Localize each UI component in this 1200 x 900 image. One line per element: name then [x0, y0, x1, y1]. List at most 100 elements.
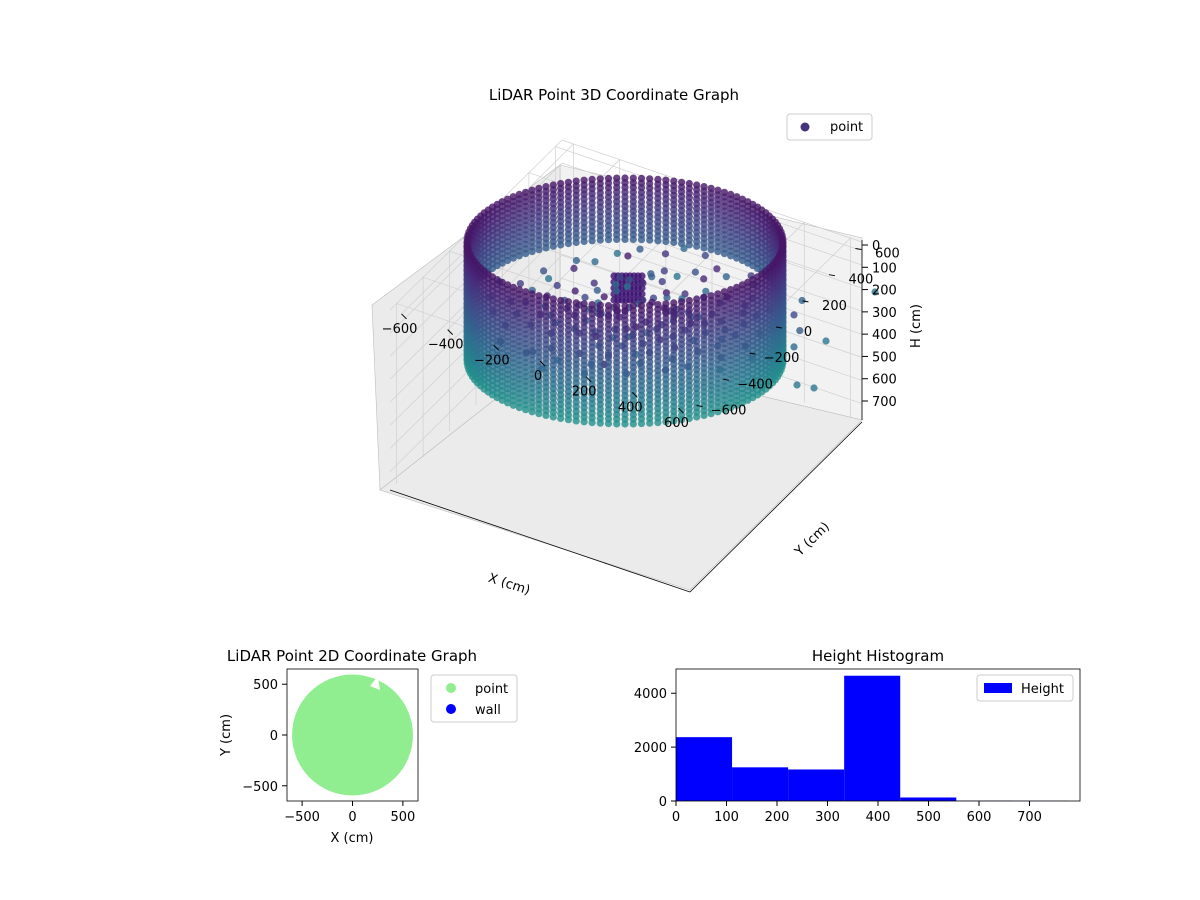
histogram-title: Height Histogram — [812, 647, 944, 665]
chart-2d-title: LiDAR Point 2D Coordinate Graph — [227, 647, 477, 665]
lidar-point — [596, 236, 604, 244]
lidar-point — [638, 272, 646, 280]
x-ticks-3d: −600 −400 −200 0 200 400 600 — [382, 313, 689, 431]
lidar-point — [670, 238, 678, 247]
lidar-point — [613, 249, 621, 257]
lidar-point — [654, 237, 662, 245]
lidar-point — [662, 237, 670, 246]
z-tick-label-3d: 300 — [872, 306, 897, 321]
lidar-point — [580, 237, 588, 246]
lidar-outlier — [871, 288, 879, 296]
lidar-point — [571, 287, 579, 295]
y-tick-3d — [802, 300, 809, 303]
x-tick-label-3d: 400 — [618, 400, 643, 415]
legend-2d-wall-marker — [446, 704, 456, 714]
lidar-point — [693, 413, 701, 421]
lidar-point — [713, 265, 721, 273]
x-tick-label-3d: 0 — [534, 369, 542, 384]
x-tick-label-3d: 200 — [572, 385, 597, 400]
lidar-point — [661, 250, 670, 258]
lidar-point — [545, 275, 553, 283]
x-tick-label-hist: 200 — [765, 810, 790, 825]
chart-histogram: Height Histogram 0 100 200 300 400 500 600 700 … — [634, 647, 1081, 825]
lidar-point — [625, 276, 633, 284]
x-tick-label-2d: 500 — [390, 810, 415, 825]
lidar-point — [570, 264, 578, 272]
lidar-point — [685, 414, 693, 423]
lidar-point — [528, 408, 536, 416]
lidar-point — [663, 294, 671, 302]
z-tick-label-3d: 100 — [872, 261, 897, 276]
lidar-point — [572, 417, 580, 425]
lidar-point — [727, 252, 735, 260]
histogram-bar — [732, 767, 789, 801]
x-tick-3d — [447, 329, 454, 335]
histogram-bar — [788, 769, 845, 801]
lidar-point — [680, 244, 688, 253]
lidar-outlier — [822, 337, 830, 345]
point-disk — [292, 674, 413, 796]
z-tick-label-3d: 400 — [872, 328, 897, 343]
y-tick-label-3d: −400 — [737, 377, 773, 392]
legend-2d-wall-label: wall — [475, 703, 501, 718]
lidar-point — [557, 414, 565, 423]
legend-hist-swatch — [984, 683, 1012, 693]
lidar-point — [662, 418, 670, 426]
y-tick-label-2d: 0 — [270, 729, 278, 744]
x-tick-label-hist: 300 — [815, 810, 840, 825]
y-tick-label-3d: 200 — [822, 299, 847, 314]
z-tick-label-3d: 600 — [872, 373, 897, 388]
lidar-point — [535, 246, 543, 254]
lidar-point — [678, 416, 686, 424]
x-ticks-hist: 0 100 200 300 400 500 600 700 — [672, 801, 1042, 825]
lidar-point — [604, 420, 613, 428]
chart-3d-title: LiDAR Point 3D Coordinate Graph — [489, 86, 739, 104]
lidar-point — [604, 236, 613, 244]
lidar-point — [542, 244, 550, 252]
x-tick-label-3d: −200 — [474, 353, 510, 368]
z-axis-label-3d: H (cm) — [909, 304, 924, 348]
histogram-bars — [676, 675, 1069, 801]
lidar-point — [564, 416, 573, 424]
lidar-point — [733, 401, 741, 409]
lidar-point — [637, 420, 646, 428]
lidar-point — [629, 235, 637, 243]
y-axis-line — [689, 421, 863, 593]
y-tick-label-3d: 0 — [804, 325, 812, 340]
lidar-point — [504, 256, 512, 265]
chart-3d: LiDAR Point 3D Coordinate Graph −600 −400… — [371, 86, 924, 598]
lidar-point — [647, 270, 655, 278]
lidar-point — [790, 343, 798, 351]
lidar-point — [613, 235, 621, 243]
lidar-point — [528, 248, 536, 256]
y-tick-label-hist: 0 — [659, 795, 667, 810]
y-axis-label-3d: Y (cm) — [792, 519, 833, 560]
y-axis-label-2d: Y (cm) — [219, 714, 234, 757]
lidar-point — [629, 420, 637, 428]
x-tick-label-hist: 700 — [1017, 810, 1042, 825]
y-tick-label-3d: 400 — [849, 273, 874, 288]
z-ticks-3d: 0 100 200 300 400 500 600 700 — [862, 239, 897, 410]
lidar-point — [707, 246, 715, 254]
lidar-point — [639, 279, 647, 287]
z-tick-label-3d: 700 — [872, 395, 897, 410]
lidar-point — [790, 311, 798, 319]
lidar-point — [580, 418, 588, 426]
lidar-point — [658, 278, 666, 286]
lidar-point — [509, 401, 517, 409]
z-tick-label-3d: 0 — [872, 239, 880, 254]
y-tick-label-hist: 2000 — [634, 741, 667, 756]
lidar-point — [673, 272, 681, 280]
lidar-point — [621, 235, 629, 243]
legend-3d-marker — [800, 122, 810, 132]
x-tick-3d — [585, 376, 592, 383]
x-axis-line — [389, 489, 691, 593]
x-tick-3d — [631, 392, 638, 398]
lidar-point — [700, 275, 708, 283]
lidar-point — [701, 251, 709, 260]
x-tick-label-3d: −600 — [382, 322, 418, 337]
lidar-point — [623, 283, 631, 291]
lidar-point — [636, 245, 644, 253]
